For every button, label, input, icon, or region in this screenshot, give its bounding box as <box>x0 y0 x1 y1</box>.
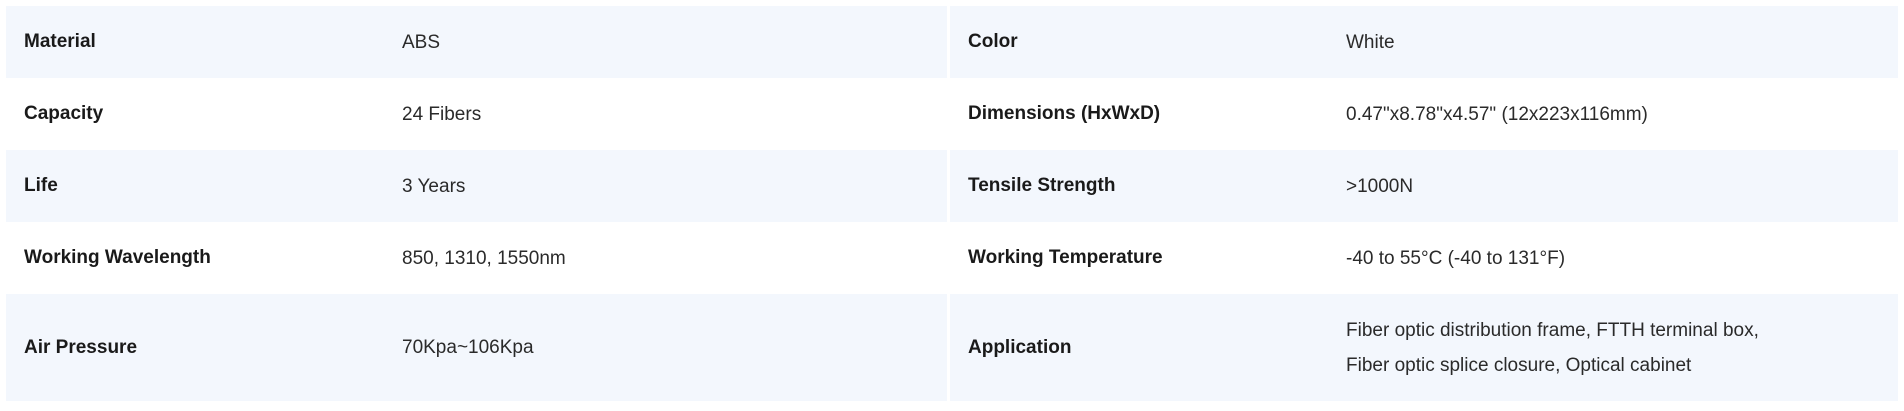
spec-label: Tensile Strength <box>968 175 1116 196</box>
spec-value: 0.47"x8.78"x4.57" (12x223x116mm) <box>1346 103 1648 125</box>
spec-cell: Dimensions (HxWxD) 0.47"x8.78"x4.57" (12… <box>950 78 1898 150</box>
spec-cell: Air Pressure 70Kpa~106Kpa <box>6 294 947 401</box>
spec-cell: Tensile Strength >1000N <box>950 150 1898 222</box>
spec-label: Dimensions (HxWxD) <box>968 103 1161 124</box>
spec-label: Working Temperature <box>968 247 1163 268</box>
spec-value: 3 Years <box>402 175 466 197</box>
spec-label: Color <box>968 31 1018 52</box>
spec-table: Material ABS Color White Capacity 24 Fib… <box>6 6 1898 401</box>
spec-label: Working Wavelength <box>24 247 211 268</box>
spec-cell: Capacity 24 Fibers <box>6 78 947 150</box>
spec-value: 70Kpa~106Kpa <box>402 337 534 358</box>
spec-cell: Application Fiber optic distribution fra… <box>950 294 1898 401</box>
spec-label: Capacity <box>24 103 104 124</box>
spec-value: ABS <box>402 31 441 53</box>
spec-cell: Working Wavelength 850, 1310, 1550nm <box>6 222 947 294</box>
spec-value-line: Fiber optic distribution frame, FTTH ter… <box>1346 319 1759 341</box>
spec-value: 24 Fibers <box>402 103 482 125</box>
spec-value: Fiber optic distribution frame, FTTH ter… <box>1346 313 1759 383</box>
spec-value-line: Fiber optic splice closure, Optical cabi… <box>1346 354 1692 376</box>
spec-value: White <box>1346 31 1395 53</box>
spec-value: -40 to 55°C (-40 to 131°F) <box>1346 247 1566 269</box>
spec-value: 850, 1310, 1550nm <box>402 247 566 269</box>
spec-label: Material <box>24 31 96 52</box>
spec-cell: Material ABS <box>6 6 947 78</box>
spec-label: Air Pressure <box>24 336 138 358</box>
spec-cell: Color White <box>950 6 1898 78</box>
spec-label: Application <box>968 336 1072 358</box>
spec-cell: Working Temperature -40 to 55°C (-40 to … <box>950 222 1898 294</box>
spec-cell: Life 3 Years <box>6 150 947 222</box>
spec-value: >1000N <box>1346 175 1414 197</box>
spec-label: Life <box>24 175 58 196</box>
